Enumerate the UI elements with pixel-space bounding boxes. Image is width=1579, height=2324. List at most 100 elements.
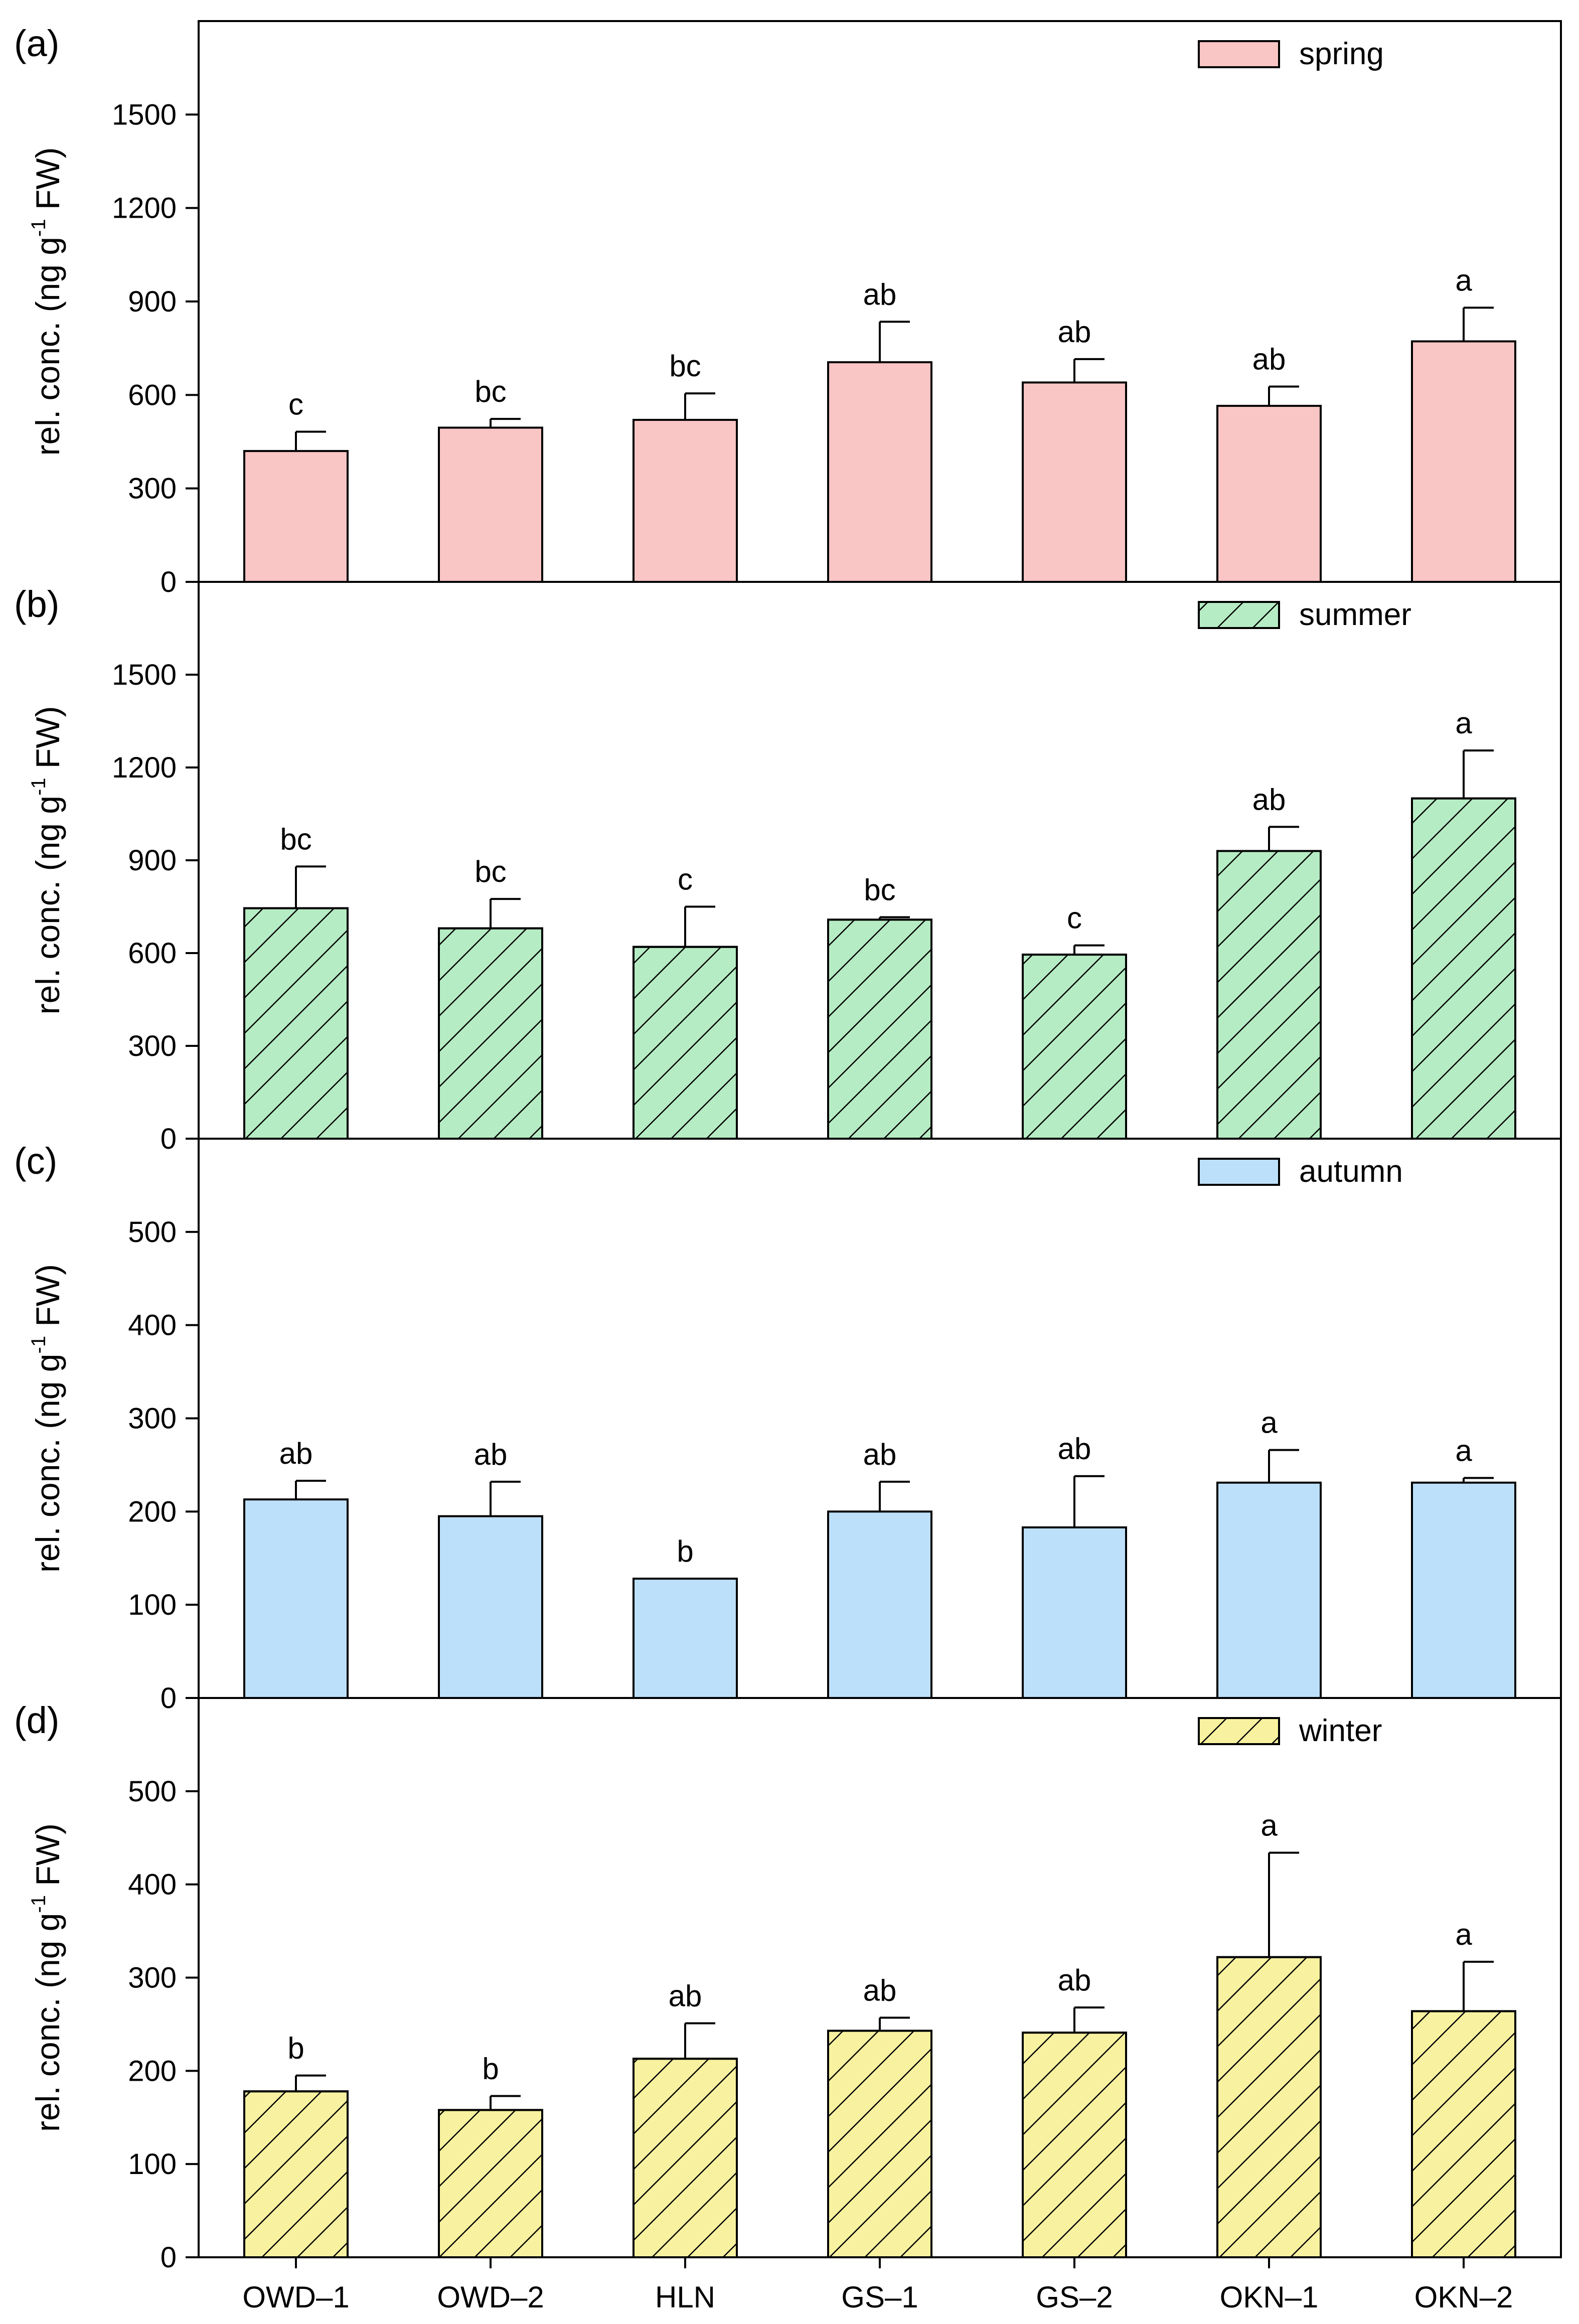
bar-spring-3 (633, 419, 738, 583)
bar-hatch (243, 2090, 349, 2259)
x-tick-label: OWD–2 (437, 2280, 544, 2314)
y-tick-label: 100 (128, 1589, 177, 1621)
significance-letter: a (1455, 263, 1472, 297)
bar-hatch (827, 918, 932, 1140)
significance-letter: ab (1058, 315, 1091, 349)
significance-letter: a (1455, 706, 1472, 740)
significance-letter: bc (669, 349, 701, 383)
panel-winter: 0 100 200 300 400 500 (d) rel. conc. (ng g-1 FW… (14, 1697, 1562, 2274)
panel-label: (c) (14, 1140, 57, 1182)
y-tick-label: 100 (128, 2148, 177, 2181)
y-tick-label: 900 (128, 844, 177, 877)
x-tick-label: OWD–1 (242, 2280, 349, 2314)
y-tick-label: 600 (128, 937, 177, 970)
y-tick-label: 300 (128, 473, 177, 505)
y-tick-label: 900 (128, 285, 177, 318)
bar-hatch (1411, 2010, 1516, 2258)
y-tick-label: 0 (161, 566, 177, 598)
bar-spring-6 (1216, 405, 1322, 583)
bar-autumn-1 (243, 1498, 349, 1699)
y-axis-label: rel. conc. (ng g-1 FW) (28, 147, 66, 455)
significance-letter: ab (474, 1438, 508, 1471)
significance-letter: a (1260, 1406, 1278, 1440)
significance-letter: c (678, 863, 693, 896)
y-tick-label: 400 (128, 1309, 177, 1342)
significance-letter: b (482, 2052, 499, 2086)
y-tick-label: 200 (128, 2055, 177, 2087)
bar-spring-7 (1411, 340, 1516, 583)
significance-letter: ab (279, 1437, 313, 1470)
significance-letter: ab (1252, 343, 1286, 376)
significance-letter: bc (475, 855, 506, 888)
bar-spring-5 (1022, 381, 1127, 583)
panel-spring: 0 300 600 900 1200 1500 (a) rel. conc. (ng g-1 … (14, 20, 1562, 598)
bar-hatch (1216, 850, 1322, 1140)
y-tick-label: 500 (128, 1216, 177, 1249)
bar-hatch (827, 2030, 932, 2259)
bar-autumn-2 (438, 1515, 543, 1699)
y-axis-label: rel. conc. (ng g-1 FW) (28, 1823, 66, 2132)
y-axis-label: rel. conc. (ng g-1 FW) (28, 706, 66, 1014)
y-tick-label: 1200 (112, 751, 177, 784)
bar-hatch (243, 907, 349, 1140)
significance-letter: ab (1058, 1432, 1091, 1466)
x-tick-label: GS–1 (841, 2280, 918, 2314)
bar-hatch (633, 946, 738, 1140)
y-tick-label: 600 (128, 379, 177, 411)
legend-swatch-hatch (1198, 601, 1280, 629)
significance-letter: bc (475, 375, 506, 408)
bar-hatch (1411, 797, 1516, 1140)
bar-spring-1 (243, 450, 349, 583)
significance-letter: ab (863, 277, 897, 311)
x-tick-label: OKN–1 (1220, 2280, 1319, 2314)
significance-letter: c (1067, 901, 1082, 935)
significance-letter: bc (864, 873, 895, 906)
legend-swatch-spring (1198, 40, 1280, 68)
legend-swatch-hatch (1198, 1717, 1280, 1745)
panel-summer: 0 300 600 900 1200 1500 (b) rel. conc. (ng g-1 … (14, 581, 1562, 1155)
bar-hatch (1022, 2032, 1127, 2258)
y-tick-label: 0 (161, 2241, 177, 2274)
bar-hatch (1216, 1956, 1322, 2259)
legend-swatch-autumn (1198, 1158, 1280, 1186)
bar-hatch (1022, 954, 1127, 1140)
bar-autumn-5 (1022, 1526, 1127, 1699)
bar-spring-2 (438, 426, 543, 583)
y-tick-label: 400 (128, 1869, 177, 1901)
bar-autumn-3 (633, 1578, 738, 1699)
y-tick-label: 200 (128, 1495, 177, 1528)
significance-letter: ab (1252, 783, 1286, 816)
y-axis-label: rel. conc. (ng g-1 FW) (28, 1264, 66, 1573)
y-tick-label: 0 (161, 1123, 177, 1155)
bar-hatch (438, 927, 543, 1140)
bar-hatch (438, 2109, 543, 2258)
bar-hatch (633, 2058, 738, 2258)
legend-label-autumn: autumn (1299, 1154, 1403, 1189)
significance-letter: ab (863, 1438, 897, 1471)
legend-label-summer: summer (1299, 597, 1411, 632)
y-tick-label: 0 (161, 1682, 177, 1715)
bar-autumn-6 (1216, 1481, 1322, 1699)
x-tick-label: HLN (655, 2280, 715, 2314)
significance-letter: a (1260, 1808, 1278, 1842)
significance-letter: b (287, 2032, 304, 2065)
x-tick-label: GS–2 (1036, 2280, 1113, 2314)
y-tick-label: 1200 (112, 192, 177, 225)
y-tick-label: 300 (128, 1030, 177, 1062)
y-tick-label: 300 (128, 1962, 177, 1994)
bar-autumn-4 (827, 1510, 932, 1699)
y-tick-label: 300 (128, 1403, 177, 1435)
significance-letter: b (677, 1534, 693, 1568)
significance-letter: a (1455, 1434, 1472, 1467)
x-tick-label: OKN–2 (1414, 2280, 1513, 2314)
legend-label-spring: spring (1299, 37, 1384, 71)
significance-letter: ab (1058, 1963, 1091, 1997)
panel-autumn: 0 100 200 300 400 500 (c) rel. conc. (ng g-1 FW… (14, 1138, 1562, 1715)
y-tick-label: 1500 (112, 98, 177, 131)
significance-letter: a (1455, 1918, 1472, 1951)
y-tick-label: 500 (128, 1775, 177, 1808)
significance-letter: ab (863, 1973, 897, 2007)
significance-letter: c (288, 388, 303, 421)
panel-label: (d) (14, 1699, 59, 1741)
